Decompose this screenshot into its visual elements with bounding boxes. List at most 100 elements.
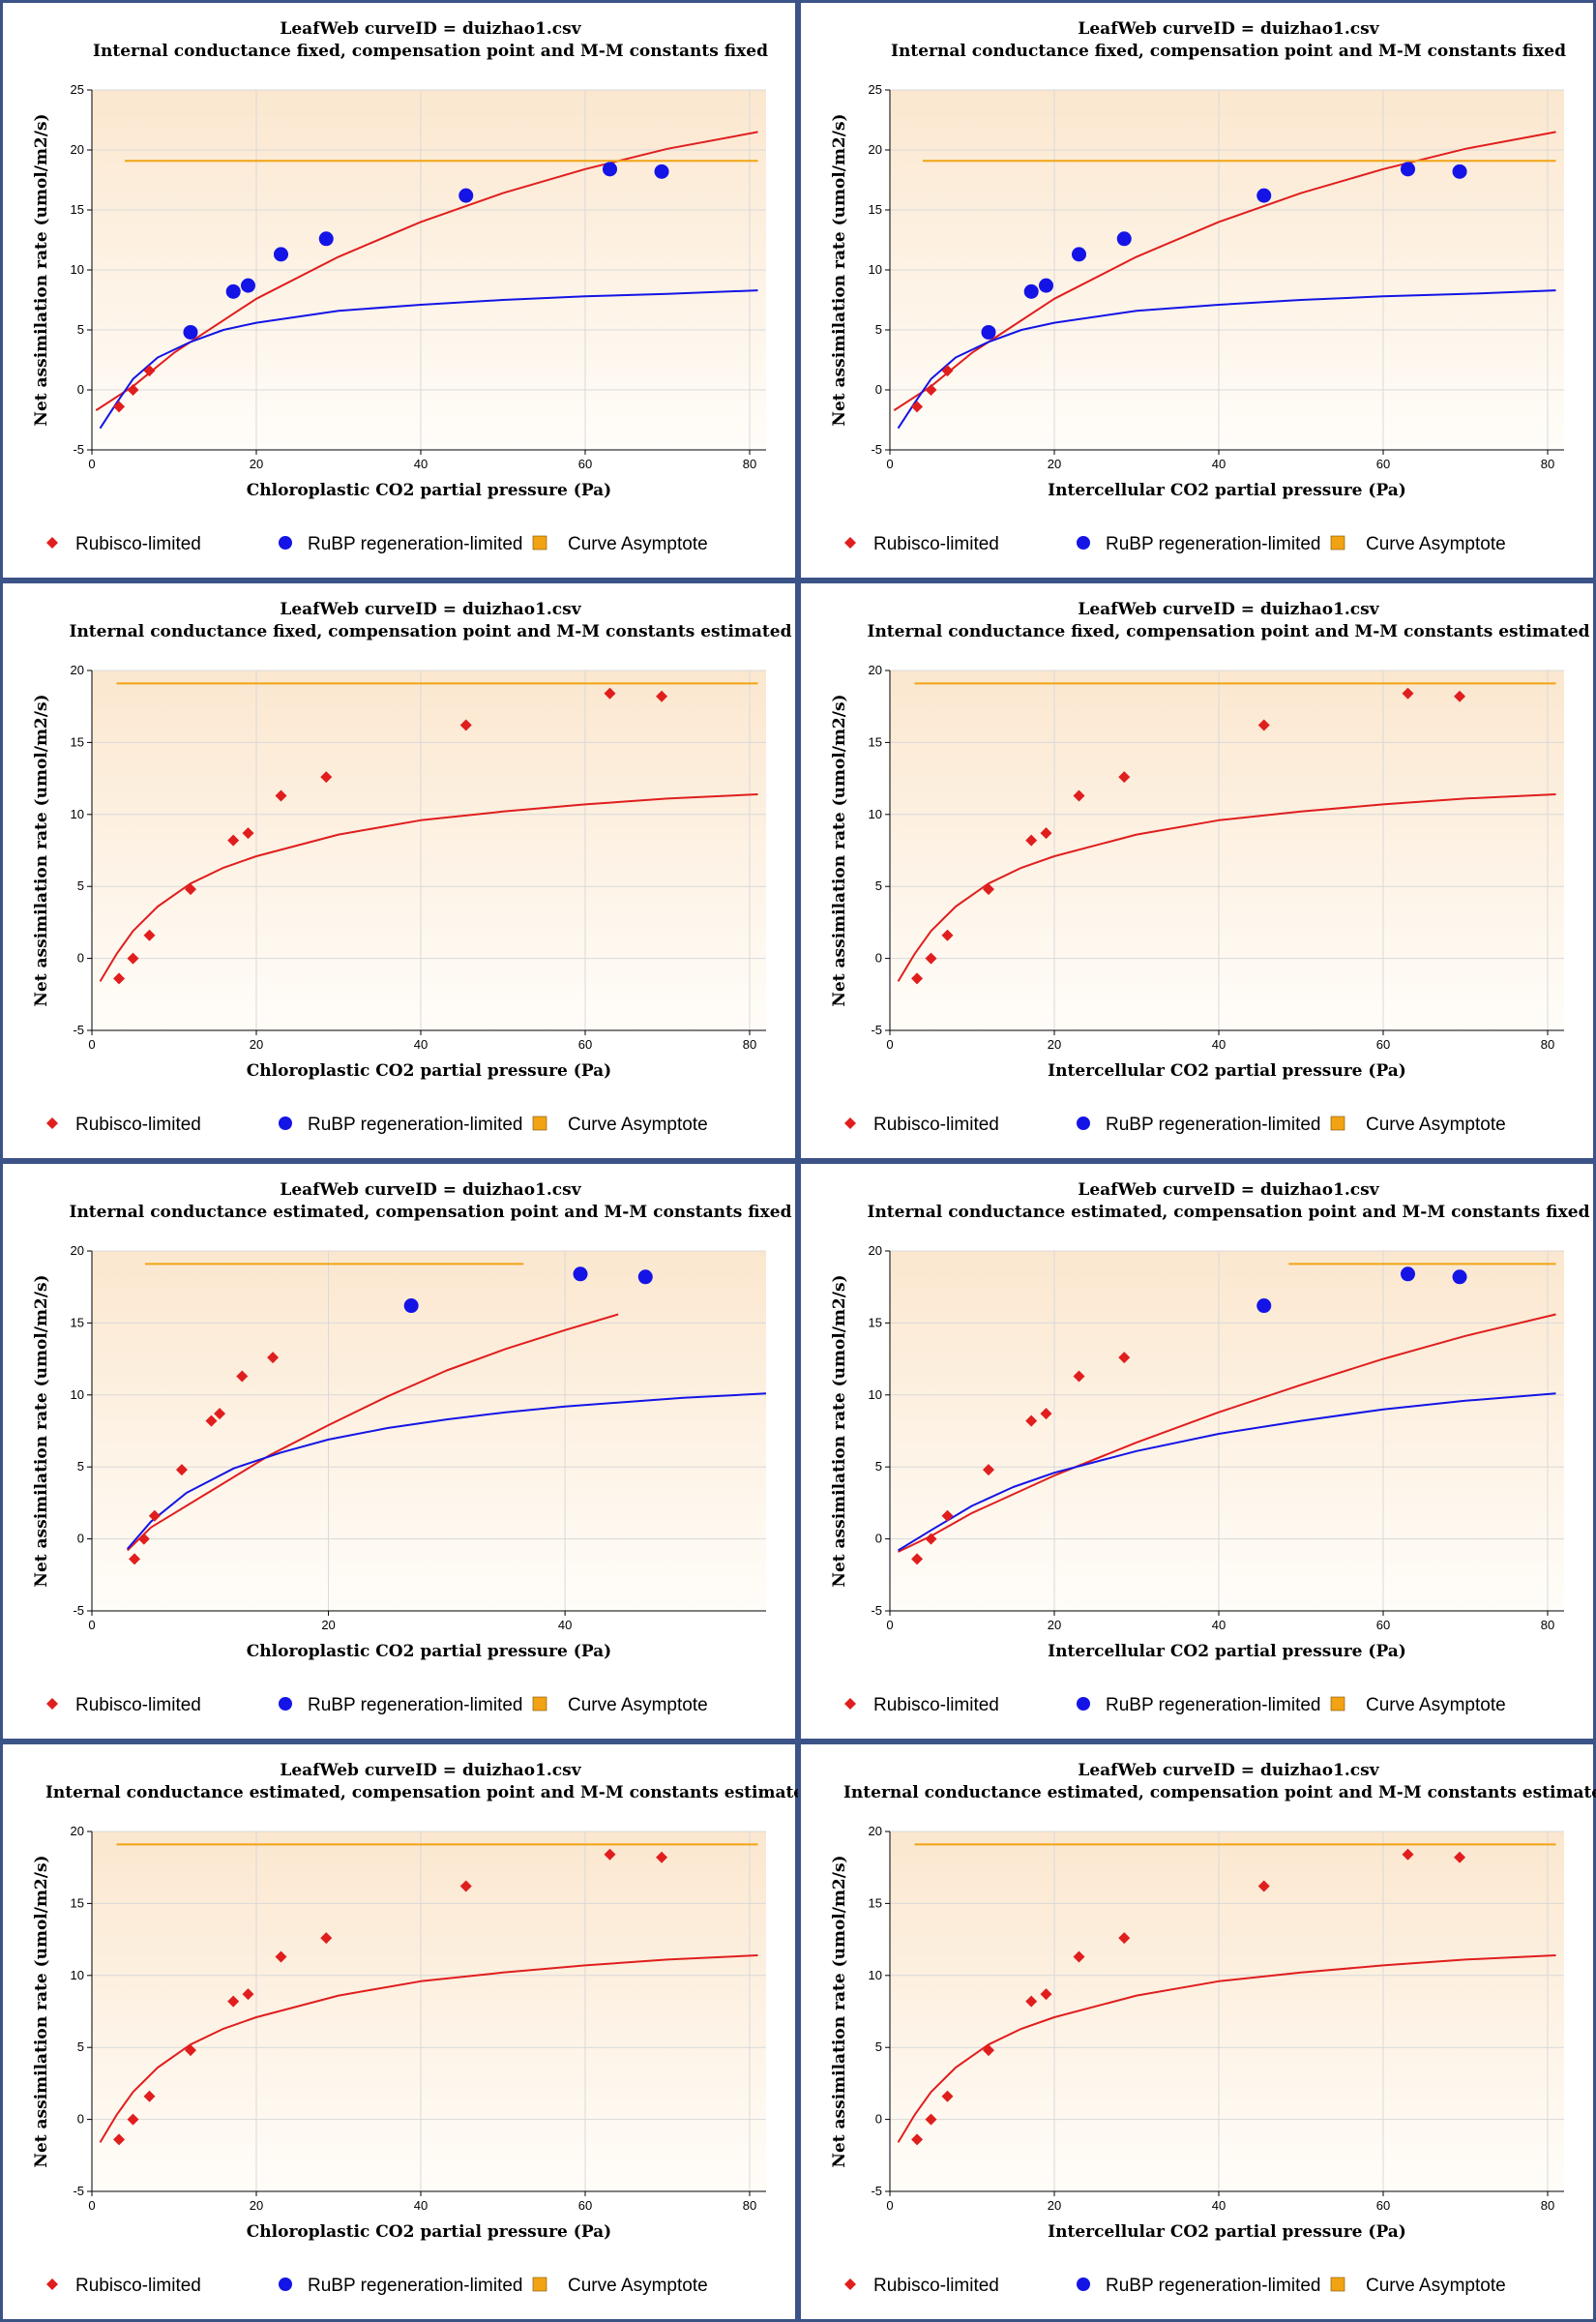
rubisco-point — [604, 687, 616, 700]
rubp-point — [458, 188, 474, 203]
legend-rubp-label: RuBP regeneration-limited — [308, 1695, 523, 1715]
y-tick-label: -5 — [871, 442, 882, 457]
rubisco-point — [205, 1414, 218, 1427]
rubisco-point — [242, 827, 254, 840]
y-tick-label: 20 — [71, 1243, 84, 1258]
y-axis-label: Net assimilation rate (umol/m2/s) — [32, 694, 51, 1006]
legend-asymptote-label: Curve Asymptote — [1366, 1695, 1506, 1715]
legend-rubisco-label: Rubisco-limited — [75, 534, 201, 554]
rubisco-point — [137, 1533, 150, 1545]
y-tick-label: 20 — [71, 663, 84, 677]
rubisco-point — [113, 972, 126, 985]
rubisco-point — [1454, 690, 1466, 702]
x-tick-label: 80 — [743, 1037, 756, 1052]
y-tick-label: 10 — [71, 1968, 84, 1982]
rubisco-point — [1025, 834, 1038, 847]
legend-rubp-label: RuBP regeneration-limited — [308, 534, 523, 554]
legend-asymptote-label: Curve Asymptote — [1366, 534, 1506, 554]
chart-panel-5: 0 20 40 -5 0 5 10 15 20 LeafWeb curveID = duizhao… — [0, 1161, 798, 1742]
x-axis-label: Chloroplastic CO2 partial pressure (Pa) — [247, 2222, 611, 2242]
y-tick-label: 20 — [71, 142, 84, 157]
y-tick-label: 15 — [71, 1315, 84, 1329]
chart-subtitle: Internal conductance fixed, compensation… — [93, 42, 768, 61]
x-axis-label: Intercellular CO2 partial pressure (Pa) — [1048, 2222, 1406, 2242]
y-tick-label: 10 — [869, 262, 882, 277]
legend-rubp-marker — [279, 1116, 292, 1130]
legend-asymptote-marker — [1330, 1696, 1345, 1712]
rubisco-point — [983, 1464, 994, 1476]
rubisco-curve — [898, 1313, 1556, 1553]
chart-subtitle: Internal conductance estimated, compensa… — [45, 1783, 798, 1802]
chart-title: LeafWeb curveID = duizhao1.csv — [280, 1180, 581, 1200]
chart-subtitle: Internal conductance estimated, compensa… — [70, 1203, 792, 1222]
x-tick-label: 20 — [321, 1618, 335, 1632]
rubisco-curve — [127, 1313, 619, 1552]
rubisco-point — [275, 789, 287, 802]
rubisco-point — [127, 952, 139, 965]
plot-area — [92, 1251, 766, 1611]
legend-rubisco-marker — [844, 2278, 856, 2290]
chart-panel-6: 0 20 40 60 80 -5 0 5 10 15 20 LeafWeb curveID = dui… — [798, 1161, 1596, 1742]
y-tick-label: 0 — [875, 382, 882, 397]
chart-title: LeafWeb curveID = duizhao1.csv — [280, 600, 581, 619]
legend-rubisco-marker — [46, 1698, 58, 1710]
legend-asymptote-label: Curve Asymptote — [568, 2276, 708, 2296]
rubisco-point — [911, 2133, 924, 2146]
x-tick-label: 40 — [1212, 1618, 1226, 1632]
series-group — [99, 1843, 758, 2143]
y-tick-label: 10 — [71, 807, 84, 821]
rubisco-point — [911, 1553, 924, 1565]
legend-rubp-label: RuBP regeneration-limited — [308, 2276, 523, 2296]
y-tick-label: 10 — [71, 262, 84, 277]
y-tick-label: 0 — [77, 1532, 84, 1546]
legend-rubp-marker — [1077, 1116, 1090, 1130]
legend-rubp-marker — [1077, 1697, 1090, 1711]
rubisco-point — [143, 929, 156, 941]
y-axis-label: Net assimilation rate (umol/m2/s) — [830, 1274, 849, 1587]
rubp-curve — [897, 289, 1556, 430]
rubisco-point — [983, 883, 994, 896]
rubisco-point — [1073, 1950, 1085, 1963]
x-tick-label: 60 — [578, 457, 592, 471]
x-tick-label: 20 — [1048, 1037, 1061, 1052]
rubp-point — [1452, 1269, 1467, 1285]
y-tick-label: 5 — [875, 878, 882, 893]
rubisco-point — [1118, 1352, 1131, 1364]
chart-title: LeafWeb curveID = duizhao1.csv — [1078, 1180, 1379, 1200]
legend-asymptote-label: Curve Asymptote — [568, 1115, 708, 1135]
series-group — [897, 1843, 1556, 2143]
rubisco-point — [129, 1553, 141, 1565]
x-axis-label: Chloroplastic CO2 partial pressure (Pa) — [247, 481, 611, 500]
rubisco-point — [1073, 789, 1085, 802]
rubp-point — [1256, 188, 1272, 203]
chart-panel-7: 0 20 40 60 80 -5 0 5 10 15 20 LeafWeb curveID = dui… — [0, 1742, 798, 2322]
rubisco-point — [143, 2090, 156, 2102]
rubp-point — [1452, 164, 1467, 179]
rubp-point — [274, 247, 288, 262]
series-group — [897, 682, 1556, 982]
x-tick-label: 0 — [886, 1618, 893, 1632]
legend-rubisco-label: Rubisco-limited — [75, 1695, 201, 1715]
x-tick-label: 60 — [1376, 457, 1390, 471]
y-tick-label: 25 — [869, 82, 882, 97]
y-tick-label: -5 — [73, 1603, 84, 1618]
y-axis-label: Net assimilation rate (umol/m2/s) — [32, 1274, 51, 1587]
rubisco-point — [143, 365, 156, 377]
x-tick-label: 40 — [1212, 457, 1226, 471]
x-tick-label: 80 — [1541, 2198, 1554, 2213]
y-tick-label: 5 — [875, 2039, 882, 2054]
plot-area — [890, 1831, 1564, 2191]
x-tick-label: 0 — [88, 2198, 95, 2213]
rubp-point — [637, 1269, 653, 1285]
x-tick-label: 0 — [886, 457, 893, 471]
rubisco-point — [941, 929, 954, 941]
legend: Rubisco-limited RuBP regeneration-limited… — [46, 1115, 708, 1135]
legend-rubisco-marker — [844, 1117, 856, 1129]
x-tick-label: 40 — [1212, 1037, 1226, 1052]
legend-rubisco-label: Rubisco-limited — [873, 1115, 999, 1135]
y-tick-label: -5 — [871, 2184, 882, 2198]
x-tick-label: 60 — [1376, 1037, 1390, 1052]
x-tick-label: 60 — [578, 1037, 592, 1052]
rubisco-point — [227, 1995, 240, 2008]
